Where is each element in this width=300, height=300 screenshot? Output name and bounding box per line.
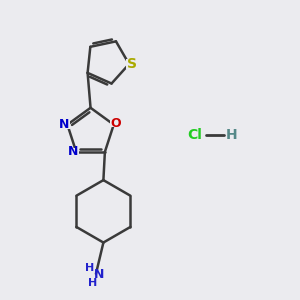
Text: Cl: Cl (187, 128, 202, 142)
Text: S: S (127, 57, 137, 71)
Text: N: N (58, 118, 69, 131)
Bar (110, 119, 122, 127)
Text: H: H (85, 263, 94, 273)
Text: N: N (68, 146, 78, 158)
Text: H: H (88, 278, 98, 288)
Bar (58, 121, 70, 129)
Bar (67, 148, 79, 156)
Text: H: H (226, 128, 238, 142)
Text: N: N (94, 268, 104, 281)
Bar (125, 59, 139, 69)
Text: O: O (111, 117, 122, 130)
